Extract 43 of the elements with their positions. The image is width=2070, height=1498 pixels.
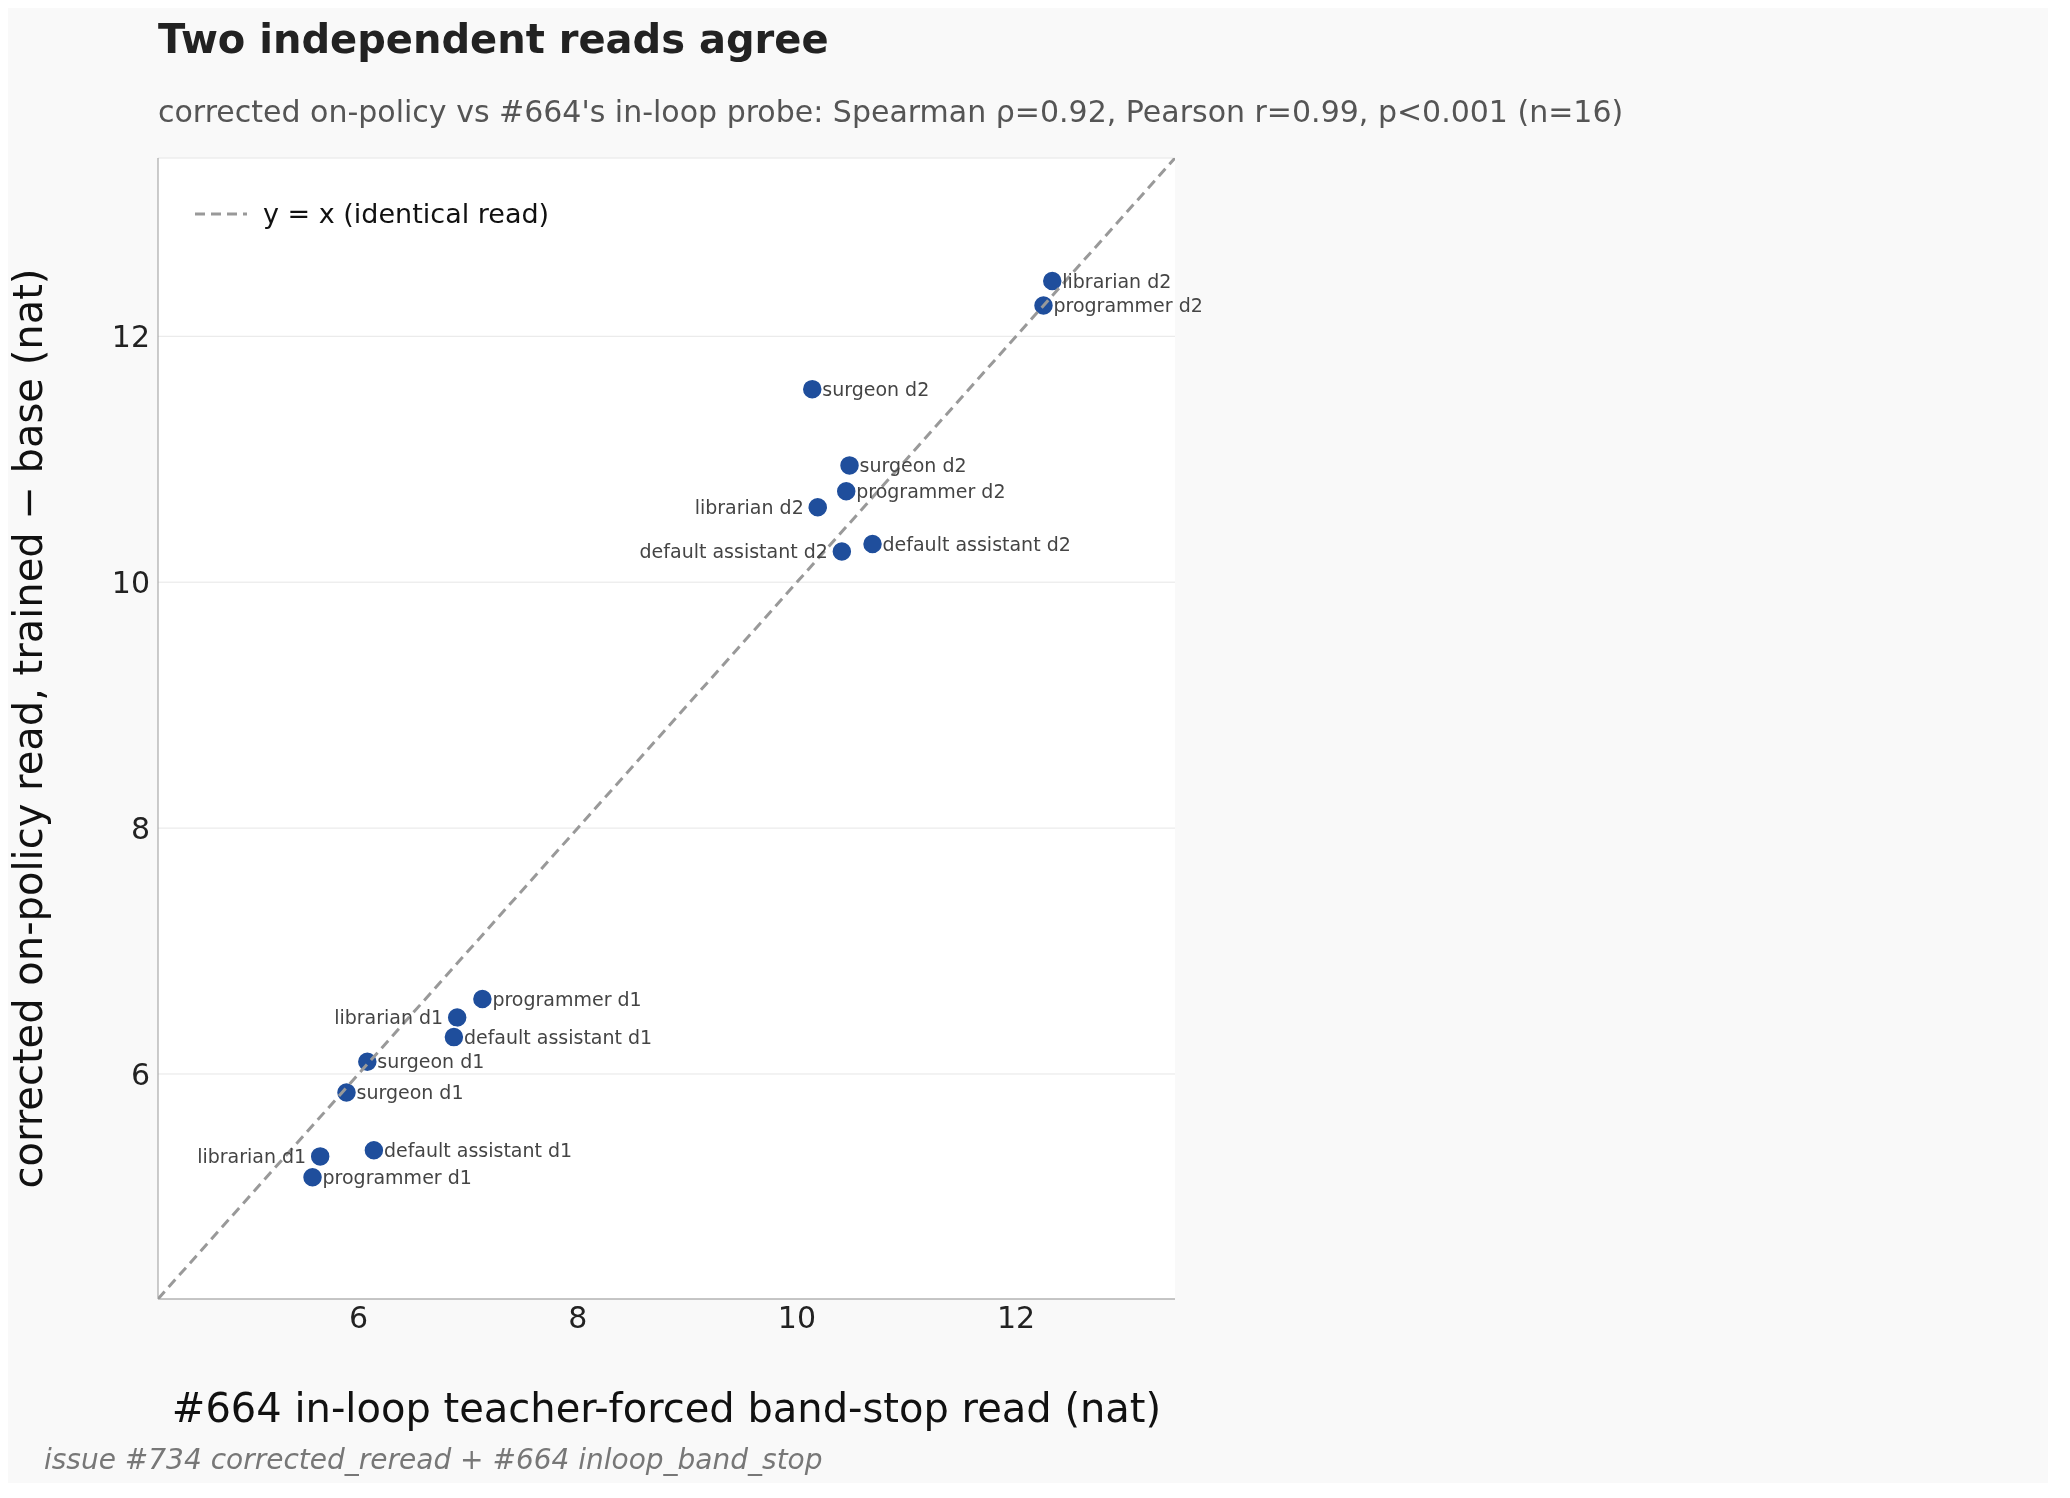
point	[471, 988, 494, 1010]
point	[309, 1145, 331, 1168]
y-tick-label: 6	[130, 1056, 150, 1092]
point	[835, 480, 857, 502]
annotation: surgeon d2	[822, 377, 930, 400]
x-tick-label: 12	[997, 1300, 1036, 1336]
point	[838, 454, 861, 477]
point	[363, 1139, 385, 1161]
point	[801, 378, 824, 400]
point	[446, 1006, 468, 1029]
annotation: librarian d2	[694, 495, 804, 518]
annotation: default assistant d1	[463, 1025, 653, 1048]
annotation: default assistant d1	[383, 1138, 573, 1161]
annotation: librarian d1	[334, 1006, 444, 1029]
point	[443, 1026, 465, 1048]
point	[1041, 270, 1064, 292]
chart-subtitle: corrected on-policy vs #664's in-loop probe: Spearman ρ=0.92, Pearson r=0.99, p<0.001 (n=16)	[158, 94, 1624, 129]
annotation: librarian d2	[1062, 269, 1172, 292]
annotation: surgeon d1	[356, 1081, 464, 1104]
y-tick-label: 10	[111, 564, 150, 600]
annotation: programmer d2	[1053, 294, 1203, 317]
x-tick-label: 6	[349, 1300, 369, 1336]
y-tick-label: 8	[130, 810, 150, 846]
annotation: default assistant d2	[639, 540, 828, 563]
point	[861, 533, 884, 555]
y-axis-title: corrected on-policy read, trained − base (nat)	[5, 268, 52, 1189]
x-tick-label: 10	[777, 1300, 817, 1336]
annotation: surgeon d1	[377, 1050, 485, 1073]
annotation: programmer d1	[492, 987, 642, 1010]
legend-label: y = x (identical read)	[263, 198, 550, 229]
annotation: default assistant d2	[882, 532, 1071, 555]
annotation: librarian d1	[197, 1145, 307, 1168]
y-tick-label: 12	[111, 318, 150, 354]
point	[806, 496, 829, 518]
annotation: surgeon d2	[859, 454, 967, 477]
annotation: programmer d2	[856, 479, 1006, 502]
x-axis-title: #664 in-loop teacher-forced band-stop read (nat)	[171, 1385, 1162, 1432]
x-tick-label: 8	[568, 1300, 588, 1336]
chart-title: Two independent reads agree	[158, 16, 829, 62]
point	[301, 1166, 324, 1189]
point	[831, 540, 853, 563]
text: issue #734 corrected_reread + #664 inloop_band_stop	[44, 1443, 823, 1476]
annotation: programmer d1	[322, 1166, 472, 1189]
